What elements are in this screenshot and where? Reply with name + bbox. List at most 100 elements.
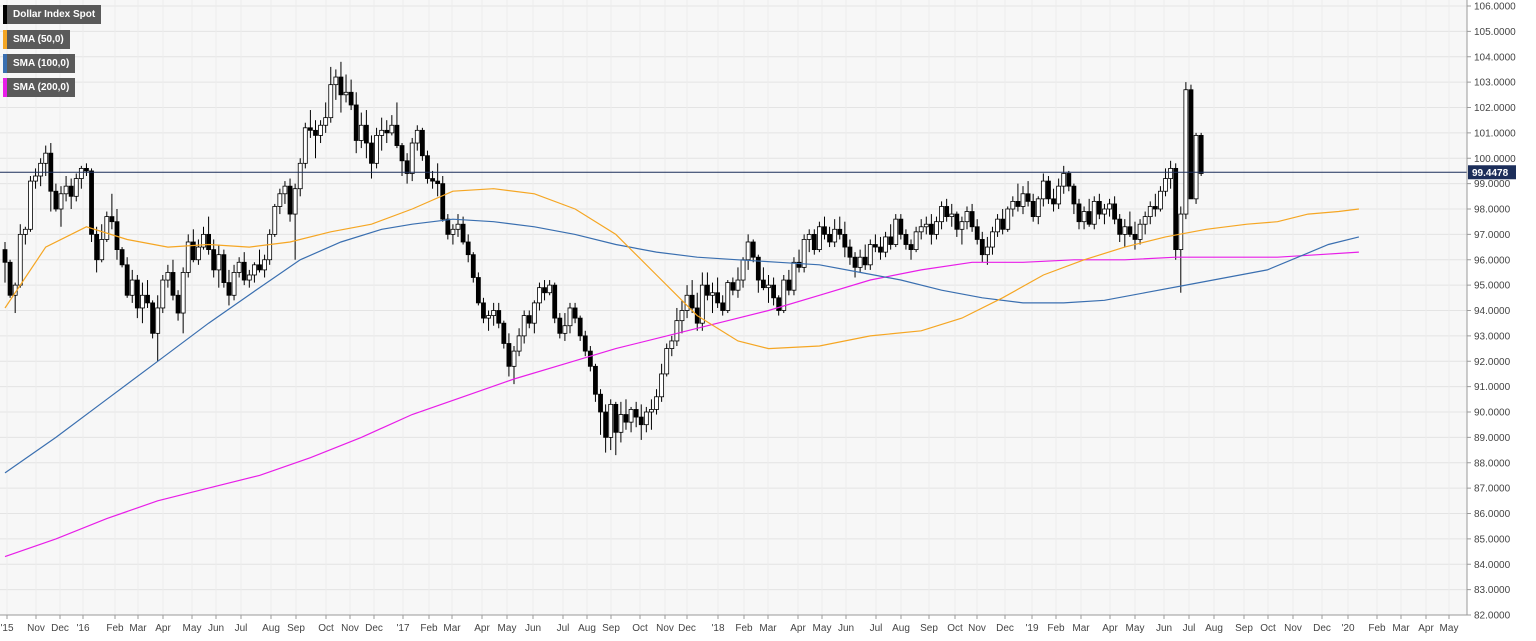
candle[interactable]	[506, 333, 512, 377]
candle[interactable]	[577, 315, 583, 341]
candle[interactable]	[908, 239, 914, 260]
candle[interactable]	[63, 176, 69, 202]
candle[interactable]	[516, 328, 522, 357]
candle[interactable]	[68, 178, 74, 209]
candle[interactable]	[786, 269, 792, 296]
candle[interactable]	[633, 401, 639, 428]
price-axis[interactable]: 106.0000 105.0000 104.0000 103.0000 102.0000…	[1466, 0, 1516, 622]
candle[interactable]	[649, 399, 654, 430]
candle[interactable]	[1147, 201, 1153, 225]
candle[interactable]	[374, 127, 379, 169]
candle[interactable]	[216, 244, 222, 288]
candle[interactable]	[898, 214, 904, 240]
candle[interactable]	[781, 274, 787, 314]
candle[interactable]	[745, 234, 751, 270]
candle[interactable]	[1137, 219, 1143, 245]
candle[interactable]	[277, 188, 283, 215]
candle[interactable]	[888, 224, 894, 250]
candle[interactable]	[603, 404, 609, 453]
candle[interactable]	[582, 330, 588, 357]
candle[interactable]	[313, 120, 318, 159]
candle[interactable]	[455, 214, 461, 237]
candle[interactable]	[175, 290, 181, 321]
candle[interactable]	[43, 145, 49, 177]
candle[interactable]	[867, 239, 873, 270]
candle[interactable]	[964, 206, 970, 230]
candle[interactable]	[323, 102, 329, 133]
candle[interactable]	[1122, 219, 1128, 248]
candle[interactable]	[425, 150, 430, 184]
candle[interactable]	[292, 183, 298, 260]
candle[interactable]	[486, 310, 491, 331]
candle[interactable]	[903, 229, 909, 250]
candle[interactable]	[766, 274, 771, 303]
candle[interactable]	[562, 313, 568, 341]
candle[interactable]	[180, 267, 186, 334]
candle[interactable]	[699, 272, 705, 331]
candle[interactable]	[399, 143, 405, 177]
candle[interactable]	[185, 234, 191, 278]
candle[interactable]	[363, 110, 369, 159]
candle[interactable]	[343, 74, 349, 103]
candle[interactable]	[725, 280, 731, 314]
candle[interactable]	[226, 269, 232, 306]
candle[interactable]	[272, 203, 278, 237]
candle[interactable]	[129, 269, 135, 303]
candle[interactable]	[837, 216, 843, 240]
candle[interactable]	[1076, 198, 1082, 230]
candle[interactable]	[771, 277, 776, 306]
candle[interactable]	[206, 216, 212, 255]
candle[interactable]	[847, 239, 853, 265]
candle[interactable]	[1096, 193, 1102, 220]
candle[interactable]	[674, 307, 680, 347]
candle[interactable]	[720, 295, 726, 316]
candle[interactable]	[832, 219, 838, 248]
candle[interactable]	[28, 176, 33, 232]
candle[interactable]	[893, 214, 899, 248]
candle[interactable]	[857, 249, 863, 273]
candle[interactable]	[1000, 209, 1006, 235]
candle[interactable]	[94, 226, 100, 273]
candle[interactable]	[89, 168, 94, 242]
candle[interactable]	[1086, 198, 1092, 227]
candle[interactable]	[872, 234, 878, 253]
candle[interactable]	[435, 163, 441, 197]
candle[interactable]	[939, 201, 944, 230]
candle[interactable]	[145, 280, 150, 308]
candle[interactable]	[338, 61, 344, 113]
candle[interactable]	[521, 310, 527, 344]
candle[interactable]	[822, 216, 827, 240]
candle[interactable]	[358, 112, 364, 149]
candle[interactable]	[1193, 132, 1199, 204]
candle[interactable]	[196, 239, 201, 265]
candle[interactable]	[984, 236, 990, 265]
candle[interactable]	[287, 178, 293, 222]
candle[interactable]	[246, 269, 252, 288]
candle[interactable]	[587, 346, 593, 372]
candle[interactable]	[501, 320, 507, 349]
time-axis[interactable]: '15 Nov Dec '16 Feb Mar Apr May Jun Jul Aug Sep Oct N…	[0, 614, 1467, 634]
candle[interactable]	[664, 343, 670, 377]
candle[interactable]	[761, 267, 766, 291]
candle[interactable]	[1142, 211, 1148, 235]
candle[interactable]	[58, 186, 64, 227]
candle[interactable]	[165, 264, 171, 288]
candle[interactable]	[817, 221, 822, 253]
candle[interactable]	[440, 176, 446, 222]
candle[interactable]	[715, 277, 720, 308]
candle[interactable]	[297, 158, 303, 197]
candle[interactable]	[430, 170, 435, 189]
candle[interactable]	[949, 203, 955, 227]
candle[interactable]	[511, 346, 517, 385]
candle[interactable]	[679, 300, 685, 334]
candle[interactable]	[974, 219, 980, 245]
candle[interactable]	[353, 92, 359, 154]
candle[interactable]	[1091, 196, 1097, 230]
candle[interactable]	[1158, 186, 1163, 212]
candle[interactable]	[923, 216, 929, 235]
candle[interactable]	[1051, 188, 1056, 212]
candle[interactable]	[1040, 173, 1046, 207]
candle[interactable]	[654, 389, 659, 415]
legend-item-sma50[interactable]: SMA (50,0)	[3, 30, 70, 49]
candle[interactable]	[496, 302, 502, 329]
